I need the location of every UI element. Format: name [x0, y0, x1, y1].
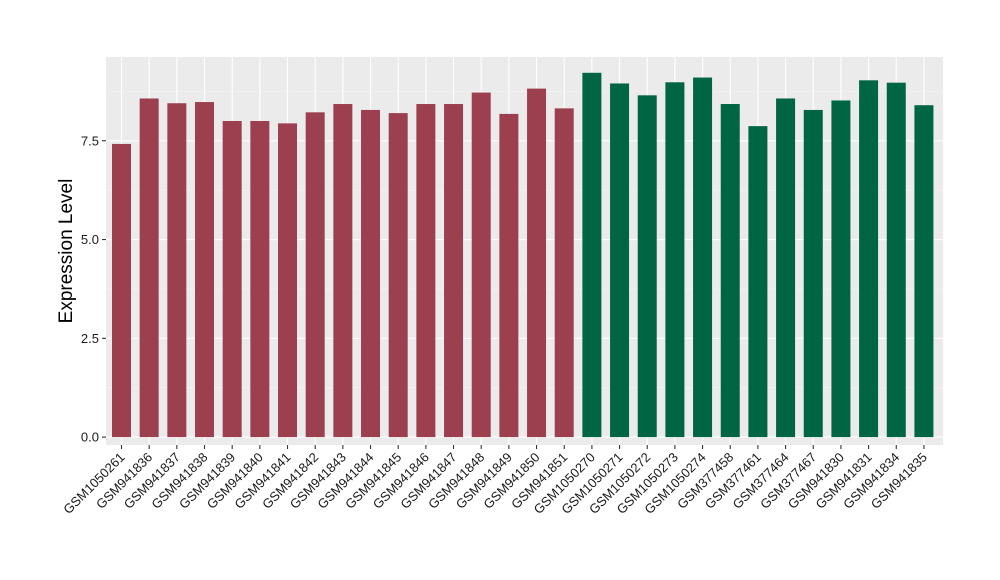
bar-GSM941836	[139, 98, 159, 438]
y-tick-label: 0.0	[81, 430, 99, 445]
bar-GSM377458	[720, 104, 740, 438]
bar-GSM941831	[859, 80, 879, 438]
bar-GSM941839	[222, 121, 242, 438]
bar-GSM941845	[388, 113, 408, 438]
bar-GSM377467	[803, 109, 823, 438]
bar-GSM1050261	[112, 143, 131, 438]
bar-GSM941846	[416, 104, 436, 438]
bar-GSM941850	[527, 88, 547, 438]
bars	[112, 72, 934, 438]
bar-GSM941843	[333, 104, 353, 438]
bar-GSM377464	[776, 98, 796, 438]
bar-GSM1050272	[637, 95, 657, 438]
x-axis: GSM1050261GSM941836GSM941837GSM941838GSM…	[60, 445, 930, 517]
y-axis-title: Expression Level	[56, 179, 77, 324]
bar-GSM941851	[554, 108, 574, 438]
y-tick-label: 7.5	[81, 133, 99, 148]
bar-GSM1050270	[582, 72, 602, 438]
bar-GSM941844	[361, 109, 381, 438]
bar-GSM941835	[914, 105, 934, 438]
bar-GSM1050274	[693, 77, 713, 438]
bar-GSM941840	[250, 121, 270, 438]
bar-GSM941838	[195, 102, 215, 438]
bar-GSM941847	[444, 104, 464, 438]
bar-GSM377461	[748, 126, 768, 438]
y-tick-label: 2.5	[81, 331, 99, 346]
bar-GSM941830	[831, 100, 851, 438]
plot-panel	[106, 57, 943, 445]
bar-GSM941841	[278, 123, 298, 438]
bar-GSM941849	[499, 113, 519, 438]
bar-GSM941848	[471, 92, 491, 438]
bar-GSM941834	[886, 82, 906, 438]
y-axis: 0.0 2.5 5.0 7.5	[81, 133, 106, 445]
bar-GSM941837	[167, 103, 187, 438]
bar-GSM1050273	[665, 82, 685, 438]
y-tick-label: 5.0	[81, 232, 99, 247]
bar-GSM1050271	[610, 83, 630, 438]
bar-GSM941842	[305, 112, 325, 438]
